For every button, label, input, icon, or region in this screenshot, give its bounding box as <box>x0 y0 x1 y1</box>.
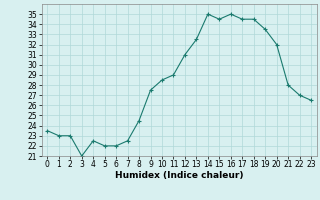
X-axis label: Humidex (Indice chaleur): Humidex (Indice chaleur) <box>115 171 244 180</box>
